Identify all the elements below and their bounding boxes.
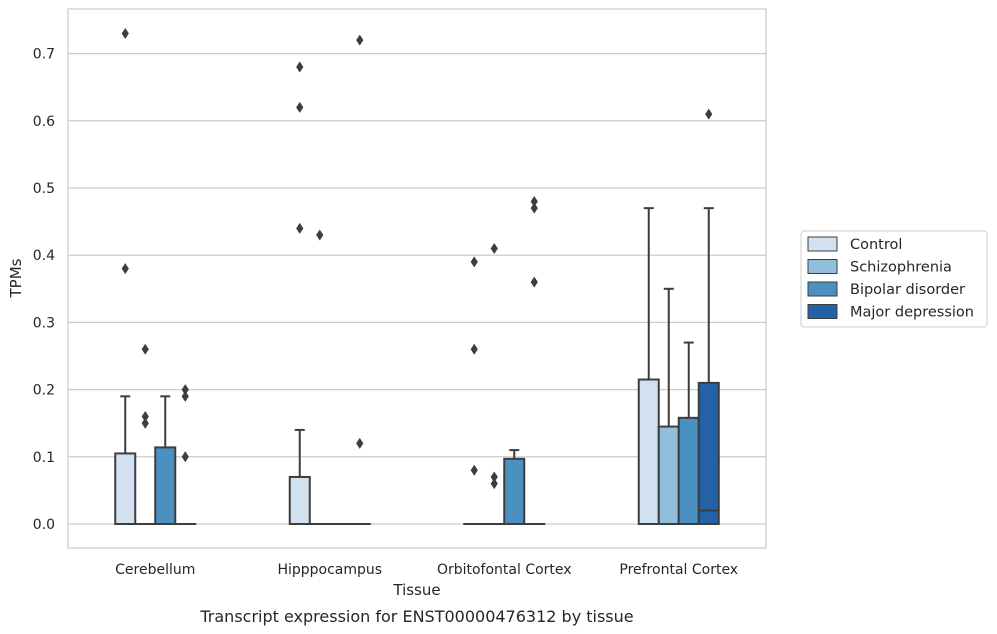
y-tick-label: 0.5: [33, 181, 55, 197]
box-major-depression: [348, 34, 371, 526]
x-tick-label: Hipppocampus: [277, 562, 382, 578]
box-bipolar-disorder: [503, 449, 526, 526]
outlier-point: [490, 478, 498, 490]
box-schizophrenia: [308, 229, 331, 526]
outlier-point: [530, 195, 538, 207]
box-bipolar-disorder: [154, 395, 177, 525]
outlier-point: [530, 276, 538, 288]
y-tick-labels: 0.0 0.1 0.2 0.3 0.4 0.5 0.6 0.7: [33, 47, 55, 533]
outlier-point: [356, 34, 364, 46]
outlier-point: [705, 108, 713, 120]
outlier-point: [470, 464, 478, 476]
outlier-point: [141, 417, 149, 429]
box-major-depression: [523, 195, 546, 526]
x-axis-title: Tissue: [392, 581, 440, 599]
box: [114, 452, 137, 525]
box: [657, 425, 680, 525]
outlier-point: [181, 384, 189, 396]
y-tick-label: 0.6: [33, 114, 55, 130]
outlier-point: [296, 61, 304, 73]
outlier-point: [470, 343, 478, 355]
outlier-point: [121, 27, 129, 39]
legend-label: Control: [850, 237, 902, 253]
outlier-point: [470, 256, 478, 268]
y-tick-label: 0.3: [33, 315, 55, 331]
legend-swatch: [807, 259, 838, 274]
box-control: [114, 27, 137, 525]
y-axis-title: TPMs: [7, 258, 25, 298]
box-schizophrenia: [483, 242, 506, 526]
legend: Control Schizophrenia Bipolar disorder Majo…: [800, 230, 988, 328]
outlier-point: [121, 263, 129, 275]
y-tick-label: 0.0: [33, 517, 55, 533]
legend-swatch: [807, 236, 838, 252]
legend-swatch: [807, 281, 838, 297]
y-tick-label: 0.4: [33, 248, 55, 264]
legend-items: Control Schizophrenia Bipolar disorder Majo…: [807, 236, 974, 321]
box: [288, 475, 311, 525]
legend-frame: [800, 230, 988, 328]
box-bipolar-disorder: [677, 341, 700, 526]
box-schizophrenia: [657, 287, 680, 525]
y-tick-label: 0.7: [33, 47, 55, 63]
box: [697, 381, 720, 525]
box-control: [637, 207, 660, 525]
legend-label: Major depression: [850, 305, 974, 321]
outlier-point: [356, 437, 364, 449]
plot-frame: [67, 8, 767, 549]
outlier-point: [141, 343, 149, 355]
x-tick-labels: Cerebellum Hipppocampus Orbitofontal Corte…: [115, 562, 738, 578]
box-major-depression: [697, 108, 720, 525]
outlier-point: [316, 229, 324, 241]
box: [637, 378, 660, 525]
outlier-point: [490, 471, 498, 483]
box-schizophrenia: [134, 343, 157, 526]
y-tick-label: 0.1: [33, 450, 55, 466]
x-tick-label: Cerebellum: [115, 562, 195, 578]
x-tick-label: Orbitofontal Cortex: [437, 562, 572, 578]
legend-label: Bipolar disorder: [850, 282, 965, 298]
box: [154, 446, 177, 525]
marks-layer: [114, 27, 720, 526]
outlier-point: [181, 390, 189, 402]
outlier-point: [530, 202, 538, 214]
outlier-point: [296, 101, 304, 113]
legend-swatch: [807, 304, 838, 319]
box-major-depression: [174, 384, 197, 526]
box: [503, 457, 526, 526]
box: [677, 416, 700, 526]
box-control: [288, 61, 311, 525]
outlier-point: [141, 410, 149, 422]
legend-label: Schizophrenia: [850, 260, 952, 276]
y-tick-label: 0.2: [33, 383, 55, 399]
outlier-point: [490, 242, 498, 254]
box-control: [463, 256, 486, 526]
chart-caption: Transcript expression for ENST0000047631…: [199, 607, 633, 626]
outlier-point: [296, 222, 304, 234]
outlier-point: [181, 451, 189, 463]
x-tick-label: Prefrontal Cortex: [619, 562, 738, 578]
